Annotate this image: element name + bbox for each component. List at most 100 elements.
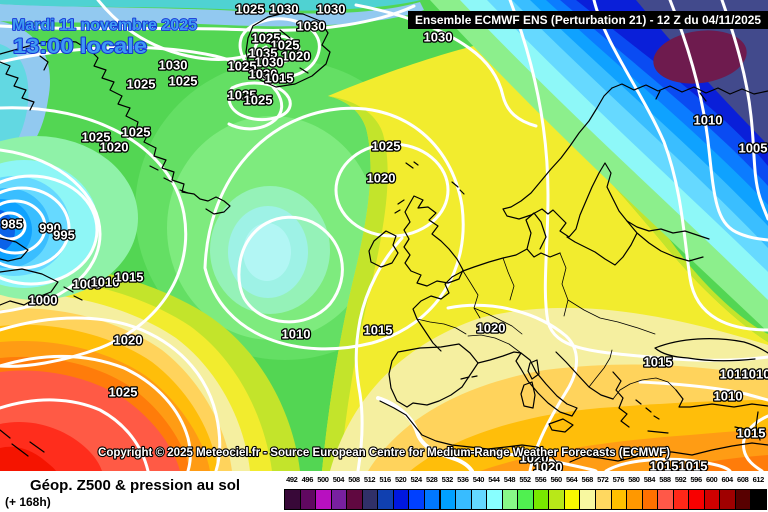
colorbar-cell <box>455 489 472 510</box>
run-header: Ensemble ECMWF ENS (Perturbation 21) - 1… <box>408 11 768 29</box>
pressure-label: 1020 <box>534 460 563 472</box>
pressure-label: 1015 <box>737 426 766 441</box>
pressure-label: 1020 <box>282 49 311 64</box>
colorbar-cell <box>626 489 643 510</box>
geopotential-colorbar: 492 496 500 504 508 512 516 520 524 528 532 536 540 5… <box>284 471 768 512</box>
colorbar-value: 612 <box>752 475 765 484</box>
colorbar-value: 600 <box>705 475 718 484</box>
colorbar-cell <box>330 489 348 510</box>
pressure-label: 1025 <box>236 2 265 17</box>
pressure-label: 1030 <box>159 58 188 73</box>
colorbar-cell <box>734 489 752 510</box>
colorbar-cell <box>750 489 768 510</box>
pressure-label: 1030 <box>255 55 284 70</box>
run-header-box <box>408 11 768 29</box>
colorbar-cell <box>392 489 410 510</box>
pressure-label: 1035 <box>249 46 278 61</box>
colorbar-value: 584 <box>643 475 656 484</box>
colorbar-cell <box>470 489 488 510</box>
colorbar-cell <box>657 489 674 510</box>
colorbar-value: 580 <box>628 475 640 484</box>
colorbar-cell <box>486 489 503 510</box>
pressure-label: 1025 <box>228 59 257 74</box>
colorbar-value: 592 <box>674 475 687 484</box>
pressure-label: 1005 <box>739 141 768 156</box>
colorbar-cell <box>361 489 379 510</box>
pressure-label: 1015 <box>650 459 679 472</box>
colorbar-value: 548 <box>503 475 516 484</box>
colorbar-cell <box>408 489 425 510</box>
pressure-label: 1015 <box>265 71 294 86</box>
pressure-label: 1025 <box>127 77 156 92</box>
run-header-title: Ensemble ECMWF ENS (Perturbation 21) - 1… <box>415 15 762 27</box>
isobar-lines <box>0 0 768 471</box>
colorbar-value: 576 <box>612 475 625 484</box>
legend-footer: Géop. Z500 & pression au sol (+ 168h) 49… <box>0 471 768 512</box>
pressure-label: 1020 <box>520 451 549 466</box>
pressure-label: 995 <box>53 228 75 243</box>
colorbar-cell <box>299 489 317 510</box>
colorbar-value: 568 <box>581 475 594 484</box>
pressure-label: 1020 <box>477 321 506 336</box>
colorbar-value: 588 <box>659 475 671 484</box>
colorbar-cell <box>595 489 612 510</box>
pressure-label: 1015 <box>364 323 393 338</box>
colorbar-cell <box>501 489 519 510</box>
pressure-label: 1025 <box>109 385 138 400</box>
colorbar-value: 528 <box>426 475 438 484</box>
colorbar-value: 536 <box>457 475 469 484</box>
pressure-label: 1025 <box>244 93 273 108</box>
pressure-label: 1010 <box>694 113 723 128</box>
legend-forecast-hour: (+ 168h) <box>5 495 51 509</box>
colorbar-value: 564 <box>566 475 578 484</box>
colorbar-value: 516 <box>379 475 391 484</box>
coastlines <box>0 12 768 471</box>
colorbar-value: 608 <box>737 475 749 484</box>
colorbar-value: 540 <box>472 475 485 484</box>
colorbar-value: 524 <box>410 475 423 484</box>
time-text: 13:00 locale <box>13 35 147 58</box>
pressure-label: 1010 <box>720 367 749 382</box>
colorbar-value: 496 <box>301 475 314 484</box>
colorbar-value: 508 <box>348 475 360 484</box>
colorbar-value: 492 <box>286 475 298 484</box>
colorbar-value: 604 <box>721 475 734 484</box>
colorbar-cell <box>346 489 363 510</box>
pressure-label: 990 <box>39 221 61 236</box>
pressure-label: 1030 <box>424 30 453 45</box>
colorbar-cell <box>284 489 301 510</box>
pressure-label: 1010 <box>91 275 120 290</box>
pressure-label: 1025 <box>271 38 300 53</box>
pressure-label: 1015 <box>644 355 673 370</box>
colorbar-cell <box>672 489 690 510</box>
pressure-label: 1005 <box>73 277 102 292</box>
colorbar-cell <box>579 489 596 510</box>
pressure-label: 1030 <box>297 19 326 34</box>
pressure-label: 1000 <box>29 293 58 308</box>
pressure-label: 1025 <box>252 31 281 46</box>
colorbar-cell <box>377 489 394 510</box>
colorbar-value: 500 <box>317 475 329 484</box>
copyright-text: Copyright © 2025 Meteociel.fr - Source E… <box>98 447 670 459</box>
datetime-overlay: Mardi 11 novembre 2025 13:00 locale <box>11 16 198 59</box>
colorbar-value: 512 <box>363 475 376 484</box>
colorbar-cell <box>719 489 736 510</box>
date-text: Mardi 11 novembre 2025 <box>12 17 197 34</box>
pressure-label: 1030 <box>249 67 278 82</box>
pressure-label: 1010 <box>742 367 768 382</box>
colorbar-value: 544 <box>488 475 500 484</box>
colorbar-value: 560 <box>550 475 562 484</box>
colorbar-cell <box>315 489 332 510</box>
legend-title: Géop. Z500 & pression au sol <box>30 477 241 494</box>
pressure-label: 1025 <box>372 139 401 154</box>
colorbar-cell <box>532 489 550 510</box>
colorbar-cell <box>688 489 705 510</box>
pressure-label: 1025 <box>82 130 111 145</box>
colorbar-value: 556 <box>534 475 547 484</box>
colorbar-value: 504 <box>332 475 345 484</box>
pressure-label: 1020 <box>100 140 129 155</box>
colorbar-value: 572 <box>597 475 609 484</box>
